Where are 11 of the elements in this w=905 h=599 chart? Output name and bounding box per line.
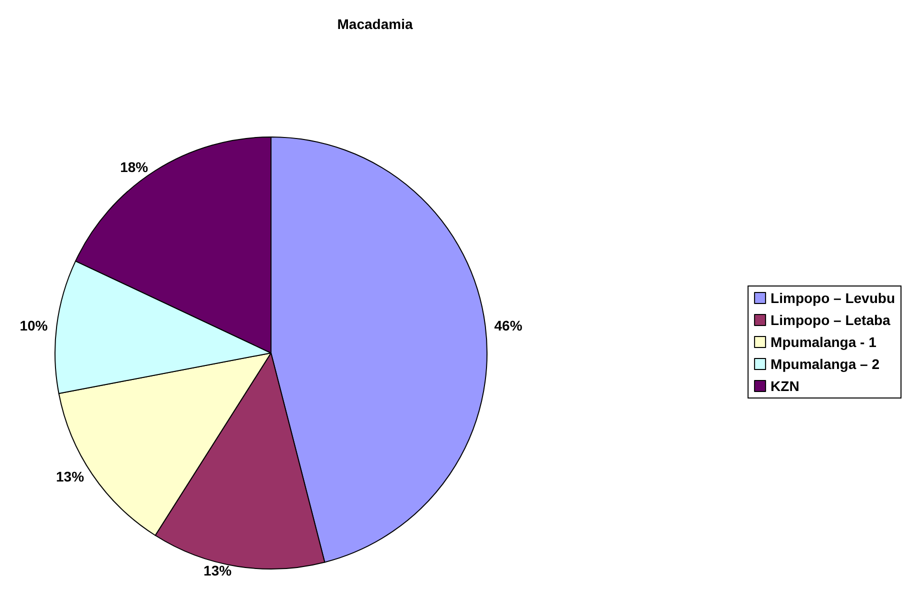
data-label: 10% <box>20 317 48 334</box>
legend-label: Mpumalanga - 1 <box>770 334 877 350</box>
legend-label: Limpopo – Levubu <box>770 290 896 306</box>
chart-title: Macadamia <box>337 16 413 32</box>
legend-label: Limpopo – Letaba <box>770 312 891 328</box>
data-label: 13% <box>56 468 85 485</box>
legend-label: Mpumalanga – 2 <box>770 356 880 372</box>
data-label: 13% <box>204 562 232 578</box>
data-label: 18% <box>120 159 149 176</box>
legend-label: KZN <box>770 378 800 394</box>
data-label: 46% <box>494 317 523 334</box>
